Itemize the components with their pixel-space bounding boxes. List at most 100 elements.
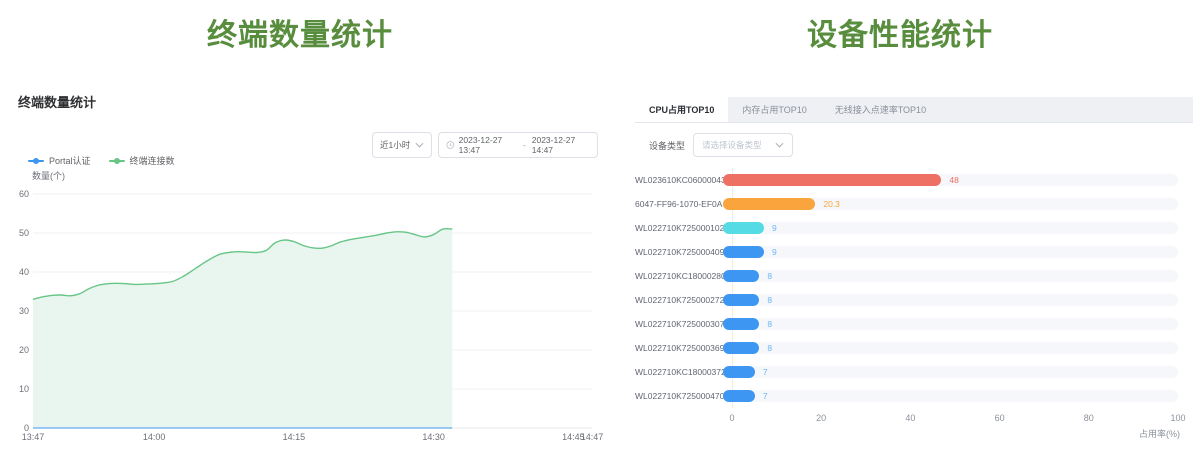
device-type-label: 设备类型 [649, 140, 686, 151]
bar-row: WL022710K725000102 9 [635, 216, 1178, 240]
chevron-down-icon [775, 142, 784, 148]
bar-track [723, 294, 1178, 306]
bar-area: 8 [723, 294, 1178, 306]
bar-row: WL022710K725000307 8 [635, 312, 1178, 336]
start-time: 2023-12-27 13:47 [458, 135, 503, 155]
bar-area: 8 [723, 270, 1178, 282]
bar-area: 9 [723, 222, 1178, 234]
legend-terminal-label: 终端连接数 [129, 156, 175, 166]
device-type-filter-row: 设备类型 请选择设备类型 [649, 133, 794, 157]
device-name-label: 6047-FF96-1070-EF0A [635, 199, 723, 209]
device-name-label: WL022710K725000102 [635, 223, 725, 233]
bar [723, 174, 942, 186]
legend-portal-auth[interactable]: Portal认证 [28, 154, 91, 167]
device-name-label: WL022710K725000369 [635, 343, 725, 353]
bar-row: WL022710K725000409 9 [635, 240, 1178, 264]
svg-text:40: 40 [19, 267, 29, 277]
svg-text:14:47: 14:47 [581, 432, 604, 442]
bar-row: WL022710K725000369 8 [635, 336, 1178, 360]
device-name-label: WL022710K725000409 [635, 247, 725, 257]
svg-text:0: 0 [24, 423, 29, 433]
bar [723, 318, 760, 330]
svg-text:14:15: 14:15 [283, 432, 306, 442]
bar-value-label: 48 [949, 175, 959, 185]
bar-value-label: 7 [762, 391, 768, 401]
end-time: 2023-12-27 14:47 [531, 135, 576, 155]
bar [723, 222, 764, 234]
bar-area: 48 [723, 174, 1178, 186]
svg-text:13:47: 13:47 [22, 432, 45, 442]
svg-text:10: 10 [19, 384, 29, 394]
bar-track [723, 342, 1178, 354]
device-performance-title: 设备性能统计 [807, 19, 993, 52]
terminal-count-panel: 终端数量统计 近1小时 2023-12-27 13:47 - 2023-12-2… [18, 92, 603, 456]
device-type-placeholder: 请选择设备类型 [702, 140, 762, 150]
legend-terminal-connections[interactable]: 终端连接数 [108, 154, 175, 167]
tab-memory-top10[interactable]: 内存占用TOP10 [742, 105, 807, 115]
device-performance-panel: CPU占用TOP10 内存占用TOP10 无线接入点速率TOP10 设备类型 请选择… [635, 97, 1193, 456]
bar-value-label: 8 [767, 295, 773, 305]
bar-value-label: 8 [767, 271, 773, 281]
bar [723, 390, 755, 402]
svg-text:14:45: 14:45 [562, 432, 585, 442]
tab-cpu-top10[interactable]: CPU占用TOP10 [635, 97, 729, 122]
bar-track [723, 222, 1178, 234]
device-name-label: WL022710KC18000280 [635, 271, 726, 281]
panel-title: 终端数量统计 [18, 95, 97, 110]
device-name-label: WL022710K725000307 [635, 319, 725, 329]
bar-area: 7 [723, 366, 1178, 378]
bar [723, 246, 764, 258]
device-type-select[interactable]: 请选择设备类型 [693, 133, 794, 157]
device-name-label: WL022710K725000470 [635, 391, 725, 401]
bar-value-label: 9 [771, 247, 777, 257]
x-axis-tick: 80 [1083, 413, 1094, 423]
bar-value-label: 8 [767, 319, 773, 329]
bar-track [723, 270, 1178, 282]
chart-controls: 近1小时 2023-12-27 13:47 - 2023-12-27 14:47 [372, 132, 598, 158]
bar-value-label: 7 [762, 367, 768, 377]
bar-area: 9 [723, 246, 1178, 258]
y-axis-title: 数量(个) [32, 171, 65, 181]
time-range-value: 近1小时 [380, 140, 411, 150]
bar-row: WL022710KC18000372 7 [635, 360, 1178, 384]
x-axis-tick: 0 [729, 413, 735, 423]
terminal-legend-marker-icon [108, 157, 125, 164]
bar-area: 20.3 [723, 198, 1178, 210]
bar-row: 6047-FF96-1070-EF0A 20.3 [635, 192, 1178, 216]
x-axis-caption: 占用率(%) [1139, 429, 1180, 439]
tab-wireless-rate-top10[interactable]: 无线接入点速率TOP10 [834, 105, 927, 115]
svg-text:14:30: 14:30 [422, 432, 445, 442]
device-name-label: WL022710KC18000372 [635, 367, 726, 377]
cpu-top10-bar-chart: WL023610KC06000043 48 6047-FF96-1070-EF0A 2… [635, 168, 1178, 408]
bar-chart-x-axis: 0 20 40 60 80 100 [729, 413, 1185, 425]
bar-row: WL022710KC18000280 8 [635, 264, 1178, 288]
bar-track [723, 390, 1178, 402]
device-name-label: WL023610KC06000043 [635, 175, 726, 185]
bar [723, 198, 816, 210]
performance-tabbar: CPU占用TOP10 内存占用TOP10 无线接入点速率TOP10 [635, 97, 1193, 123]
bar-area: 8 [723, 318, 1178, 330]
chevron-down-icon [415, 142, 424, 148]
svg-text:50: 50 [19, 228, 29, 238]
bar-row: WL022710K725000470 7 [635, 384, 1178, 408]
time-range-select[interactable]: 近1小时 [372, 132, 432, 158]
bar-track [723, 198, 1178, 210]
x-axis-tick: 40 [905, 413, 916, 423]
terminal-line-chart: 0 10 20 30 40 50 60 13:47 14:00 14:15 14:30 14:4514… [19, 189, 604, 442]
bar-value-label: 9 [771, 223, 777, 233]
date-range-picker[interactable]: 2023-12-27 13:47 - 2023-12-27 14:47 [438, 132, 598, 158]
clock-icon [446, 141, 455, 149]
bar-value-label: 20.3 [823, 199, 840, 209]
bar [723, 342, 760, 354]
bar-value-label: 8 [767, 343, 773, 353]
bar-area: 8 [723, 342, 1178, 354]
svg-text:30: 30 [19, 306, 29, 316]
chart-legend: Portal认证 终端连接数 [28, 154, 175, 167]
bar-chart-axis-line [732, 168, 733, 408]
bar-row: WL023610KC06000043 48 [635, 168, 1178, 192]
date-separator: - [522, 140, 526, 150]
svg-text:20: 20 [19, 345, 29, 355]
bar-track [723, 246, 1178, 258]
x-axis-tick: 60 [994, 413, 1005, 423]
